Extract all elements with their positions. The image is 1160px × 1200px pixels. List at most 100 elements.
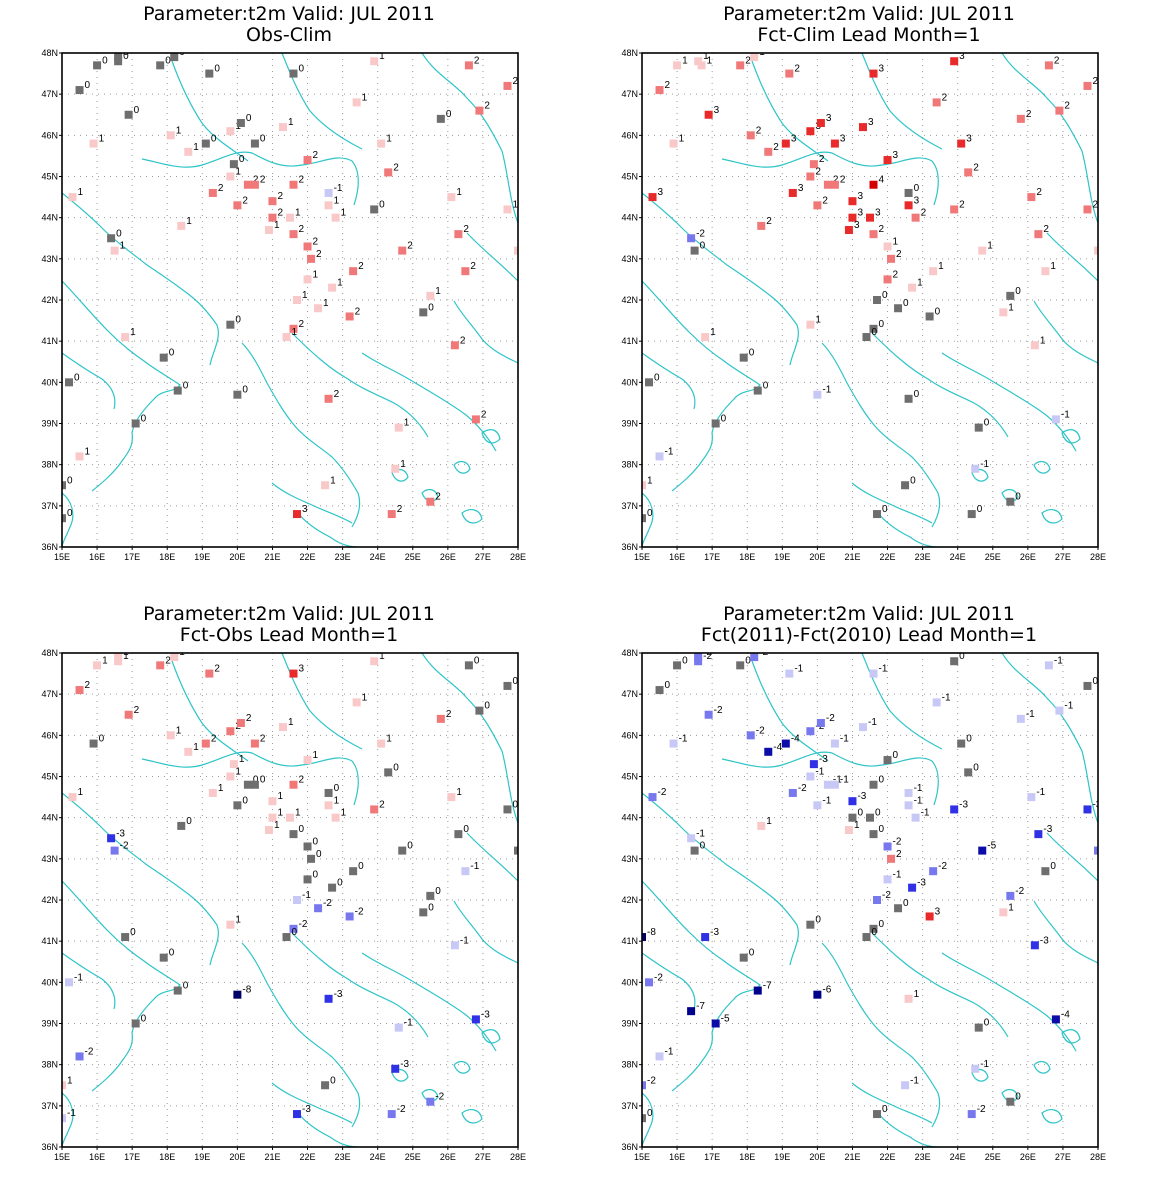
station-marker: [170, 653, 179, 662]
station-value-label: 2: [299, 175, 305, 186]
station-value-label: 1: [914, 989, 920, 1000]
lat-tick-label: 42N: [621, 895, 638, 905]
station-marker: [184, 147, 193, 156]
station-value-label: 0: [379, 199, 385, 210]
lat-tick-label: 40N: [41, 977, 58, 987]
lon-tick-label: 20E: [809, 552, 825, 562]
station-value-label: 2: [879, 224, 885, 235]
station-marker: [1006, 891, 1015, 900]
lon-tick-label: 24E: [950, 1152, 966, 1162]
station-marker: [645, 378, 654, 387]
lat-tick-label: 46N: [41, 730, 58, 740]
station-marker: [862, 333, 871, 342]
station-marker: [419, 908, 428, 917]
station-value-label: -1: [470, 861, 479, 872]
station-value-label: 3: [959, 51, 965, 62]
station-value-label: 0: [1015, 1092, 1021, 1103]
station-value-label: 2: [134, 705, 140, 716]
station-marker: [282, 933, 291, 942]
station-marker: [447, 793, 456, 802]
map-body: 0-2-20-20-1-10-10-1-1-1-2-1-2-4-2-2-1-1-…: [642, 647, 1098, 1147]
station-value-label: 1: [313, 750, 319, 761]
station-value-label: -2: [435, 1092, 444, 1103]
station-value-label: 2: [379, 799, 385, 810]
station-marker: [1016, 714, 1025, 723]
lon-tick-label: 23E: [915, 552, 931, 562]
station-marker: [68, 193, 77, 202]
station-value-label: -1: [840, 734, 849, 745]
station-value-label: 0: [169, 348, 175, 359]
station-marker: [65, 378, 74, 387]
station-value-label: 2: [665, 80, 671, 91]
station-value-label: 1: [987, 241, 993, 252]
station-marker: [426, 497, 435, 506]
panel-title: Parameter:t2m Valid: JUL 2011: [723, 3, 1015, 25]
station-marker: [1027, 793, 1036, 802]
station-value-label: -2: [647, 1075, 656, 1086]
lat-tick-label: 37N: [621, 501, 638, 511]
station-value-label: 2: [393, 162, 399, 173]
station-value-label: -1: [815, 767, 824, 778]
lon-tick-label: 17E: [124, 1152, 140, 1162]
station-marker: [648, 193, 657, 202]
station-marker: [655, 452, 664, 461]
station-value-label: 0: [358, 861, 364, 872]
station-marker: [226, 127, 235, 136]
station-value-label: 1: [682, 55, 688, 66]
station-value-label: 0: [141, 1014, 147, 1025]
station-marker: [844, 226, 853, 235]
lon-tick-label: 28E: [510, 552, 526, 562]
station-value-label: 2: [921, 208, 927, 219]
station-value-label: 1: [1008, 302, 1014, 313]
station-value-label: -1: [893, 869, 902, 880]
station-marker: [173, 386, 182, 395]
station-marker: [830, 139, 839, 148]
map-body: 1112122332222231233333222332224332333303…: [642, 51, 1098, 547]
station-marker: [806, 727, 815, 736]
station-marker: [324, 201, 333, 210]
lat-tick-label: 48N: [41, 48, 58, 58]
station-marker: [816, 118, 825, 127]
station-marker: [873, 296, 882, 304]
station-marker: [830, 180, 839, 189]
station-value-label: 2: [435, 492, 441, 503]
station-value-label: 0: [875, 808, 881, 819]
station-marker: [781, 739, 790, 748]
station-marker: [461, 867, 470, 876]
station-value-label: 1: [288, 717, 294, 728]
station-marker: [324, 788, 333, 797]
station-marker: [226, 772, 235, 781]
station-value-label: 1: [404, 418, 410, 429]
station-marker: [331, 813, 340, 822]
station-value-label: -1: [833, 775, 842, 786]
station-value-label: 2: [973, 162, 979, 173]
station-marker: [233, 390, 242, 399]
station-value-label: 0: [316, 849, 322, 860]
station-value-label: 0: [1015, 492, 1021, 503]
station-marker: [869, 830, 878, 839]
station-value-label: 0: [123, 47, 129, 58]
lat-tick-label: 42N: [41, 895, 58, 905]
station-value-label: 1: [1040, 335, 1046, 346]
lon-tick-label: 18E: [159, 1152, 175, 1162]
station-marker: [324, 801, 333, 810]
station-marker: [324, 188, 333, 197]
station-value-label: 2: [756, 125, 762, 136]
station-marker: [93, 661, 102, 670]
station-value-label: -2: [759, 647, 768, 658]
station-marker: [1041, 867, 1050, 876]
station-marker: [848, 213, 857, 222]
panel-title: Parameter:t2m Valid: JUL 2011: [723, 603, 1015, 625]
station-marker: [107, 834, 116, 843]
station-value-label: 0: [253, 775, 259, 786]
lat-tick-label: 38N: [621, 460, 638, 470]
station-value-label: 1: [102, 655, 108, 666]
station-value-label: 0: [984, 1018, 990, 1029]
station-value-label: 1: [647, 475, 653, 486]
station-value-label: 2: [299, 775, 305, 786]
station-marker: [503, 205, 512, 214]
station-marker: [250, 739, 259, 748]
station-marker: [964, 768, 973, 777]
station-value-label: 2: [474, 55, 480, 66]
lat-tick-label: 43N: [621, 254, 638, 264]
